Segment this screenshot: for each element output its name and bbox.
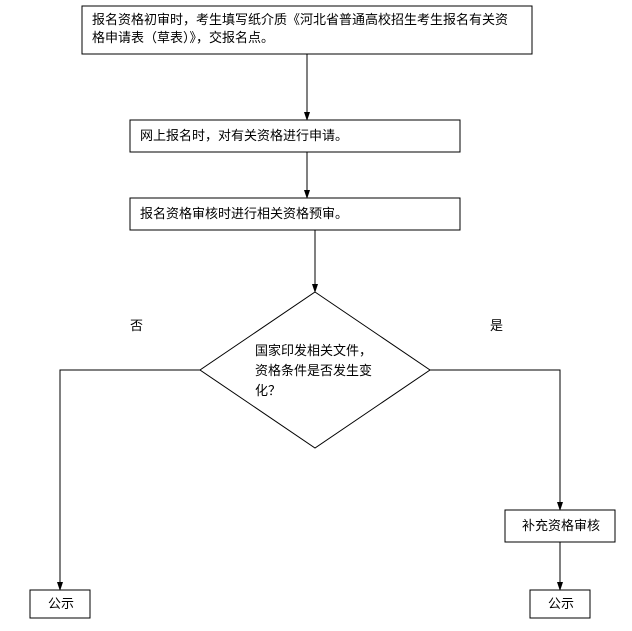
step1-line2: 格申请表（草表）》，交报名点。 [92, 30, 274, 45]
step4-line1: 补充资格审核 [522, 518, 600, 533]
pubright-text: 公示 [548, 596, 574, 611]
step3-line1: 报名资格审核时进行相关资格预审。 [140, 206, 348, 221]
decision-line3: 化？ [255, 383, 281, 398]
publeft-text: 公示 [48, 596, 74, 611]
edge-decision-step4 [430, 370, 560, 510]
step2-line1: 网上报名时，对有关资格进行申请。 [140, 128, 348, 143]
label-no: 否 [130, 318, 143, 333]
decision-line1: 国家印发相关文件， [255, 343, 372, 358]
label-yes: 是 [490, 318, 503, 333]
flowchart-canvas: 报名资格初审时，考生填写纸介质《河北省普通高校招生考生报名有关资 格申请表（草表… [0, 0, 632, 631]
edge-decision-publeft [60, 370, 200, 590]
decision-line2: 资格条件是否发生变 [255, 363, 372, 378]
step1-line1: 报名资格初审时，考生填写纸介质《河北省普通高校招生考生报名有关资 [92, 12, 508, 27]
